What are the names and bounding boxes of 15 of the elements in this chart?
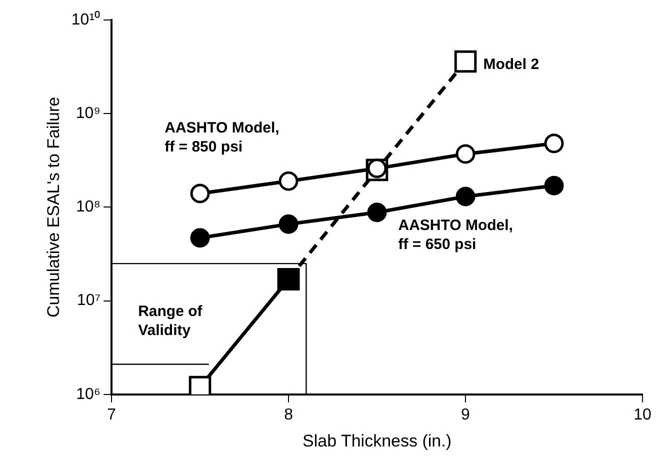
- annotation: Model 2: [483, 56, 540, 74]
- x-tick-label: 7: [107, 406, 116, 424]
- x-tick-label: 8: [284, 406, 294, 424]
- annotation: AASHTO Model, ff = 650 psi: [398, 217, 513, 254]
- x-tick-label: 9: [461, 406, 470, 424]
- annotation: Range of Validity: [138, 303, 204, 340]
- y-tick-label: 10⁶: [76, 386, 101, 403]
- y-tick-label: 10⁷: [76, 292, 101, 310]
- x-tick-label: 10: [634, 406, 652, 424]
- y-tick-label: 10⁸: [76, 198, 101, 216]
- x-axis-title: Slab Thickness (in.): [302, 431, 452, 450]
- y-axis-title: Cumulative ESAL's to Failure: [44, 96, 63, 318]
- annotation: AASHTO Model, ff = 850 psi: [164, 120, 280, 156]
- y-tick-label: 10¹⁰: [71, 10, 101, 28]
- y-tick-label: 10⁹: [76, 105, 101, 122]
